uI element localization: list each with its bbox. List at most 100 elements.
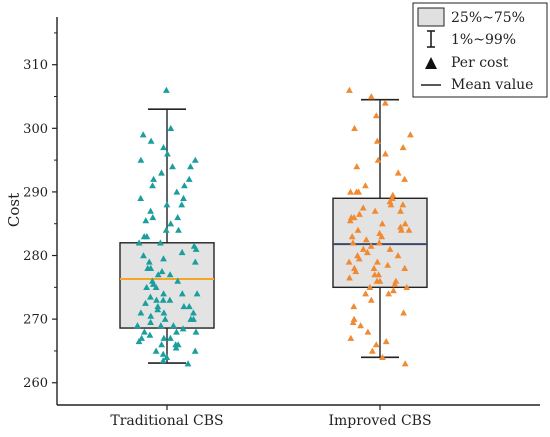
data-point-improved <box>391 280 399 287</box>
data-point-traditional <box>153 296 160 303</box>
data-point-traditional <box>167 220 175 227</box>
data-point-traditional <box>145 258 153 265</box>
data-point-traditional <box>147 318 154 325</box>
y-tick-label: 300 <box>23 122 48 137</box>
data-point-improved <box>389 191 397 198</box>
legend-label-points: Per cost <box>451 55 509 71</box>
data-point-traditional <box>185 175 193 182</box>
data-point-improved <box>371 207 379 214</box>
data-point-traditional <box>175 226 182 233</box>
data-point-improved <box>394 169 402 176</box>
data-point-improved <box>397 226 405 233</box>
data-point-improved <box>382 150 389 157</box>
data-point-traditional <box>167 124 175 131</box>
data-point-improved <box>378 233 386 240</box>
data-point-traditional <box>174 214 182 221</box>
legend: 25%~75% 1%~99% Per cost Mean value <box>412 2 548 98</box>
legend-box-swatch <box>417 7 445 27</box>
data-point-improved <box>401 175 408 182</box>
data-point-improved <box>351 124 358 131</box>
data-point-improved <box>366 283 374 290</box>
data-point-improved <box>397 223 404 230</box>
data-point-traditional <box>161 315 169 322</box>
data-point-improved <box>347 334 355 341</box>
data-point-traditional <box>143 283 150 290</box>
data-point-improved <box>355 255 363 262</box>
data-point-traditional <box>147 207 154 214</box>
data-point-traditional <box>159 350 167 357</box>
data-point-traditional <box>192 328 200 335</box>
data-point-improved <box>399 201 407 208</box>
data-point-traditional <box>193 290 201 297</box>
data-point-traditional <box>147 312 155 319</box>
data-point-improved <box>367 296 375 303</box>
data-point-improved <box>374 258 381 265</box>
data-point-improved <box>376 277 384 284</box>
data-point-improved <box>353 188 360 195</box>
data-point-traditional <box>178 248 186 256</box>
data-point-improved <box>407 131 414 138</box>
data-point-traditional <box>163 86 170 93</box>
data-point-improved <box>369 347 376 354</box>
data-point-improved <box>367 242 375 249</box>
data-point-improved <box>384 261 392 268</box>
data-point-improved <box>349 239 357 246</box>
data-point-improved <box>353 163 361 170</box>
data-point-traditional <box>139 131 147 138</box>
data-point-improved <box>405 226 413 233</box>
data-point-traditional <box>160 334 168 341</box>
data-point-traditional <box>164 150 171 157</box>
data-point-improved <box>401 360 409 367</box>
data-point-improved <box>397 207 404 214</box>
data-point-improved <box>386 245 394 252</box>
whisker-range-icon <box>427 30 435 48</box>
data-point-improved <box>390 287 397 294</box>
data-point-improved <box>382 338 390 345</box>
y-tick-label: 260 <box>23 376 48 391</box>
data-point-traditional <box>190 315 197 322</box>
data-point-traditional <box>135 239 143 246</box>
data-point-improved <box>364 248 371 256</box>
data-point-traditional <box>141 328 148 335</box>
data-point-improved <box>349 318 357 325</box>
data-point-traditional <box>140 252 147 259</box>
data-point-traditional <box>137 194 145 201</box>
data-point-traditional <box>169 163 176 170</box>
data-point-improved <box>346 86 353 93</box>
data-point-improved <box>346 274 353 281</box>
data-point-improved <box>401 220 409 227</box>
data-point-traditional <box>158 169 165 176</box>
data-point-improved <box>346 217 354 224</box>
data-point-improved <box>373 137 381 144</box>
data-point-improved <box>359 204 367 211</box>
data-point-traditional <box>134 322 141 329</box>
data-point-traditional <box>150 175 157 182</box>
data-point-traditional <box>142 217 150 224</box>
data-point-traditional <box>157 239 164 246</box>
x-category-label-traditional: Traditional CBS <box>110 413 223 429</box>
x-category-label-improved: Improved CBS <box>328 413 431 429</box>
data-point-traditional <box>160 255 167 262</box>
data-point-traditional <box>160 144 167 151</box>
data-point-traditional <box>191 156 199 163</box>
data-point-traditional <box>154 271 162 278</box>
data-point-improved <box>372 341 380 348</box>
data-point-improved <box>385 290 392 297</box>
data-point-traditional <box>135 338 143 345</box>
data-point-improved <box>348 233 356 240</box>
data-point-improved <box>400 309 407 316</box>
data-point-traditional <box>147 137 155 144</box>
data-point-traditional <box>149 182 156 189</box>
data-point-traditional <box>173 188 181 195</box>
data-point-improved <box>401 264 409 271</box>
data-point-improved <box>370 264 378 271</box>
axes: 260 270 280 290 300 310 <box>23 17 540 410</box>
data-point-traditional <box>181 182 188 189</box>
data-point-traditional <box>162 226 170 233</box>
data-point-traditional <box>154 306 162 313</box>
data-point-traditional <box>172 344 180 351</box>
data-point-traditional <box>179 325 187 332</box>
data-point-improved <box>350 303 358 310</box>
data-point-improved <box>352 268 360 275</box>
box-iqr-traditional <box>119 242 215 329</box>
